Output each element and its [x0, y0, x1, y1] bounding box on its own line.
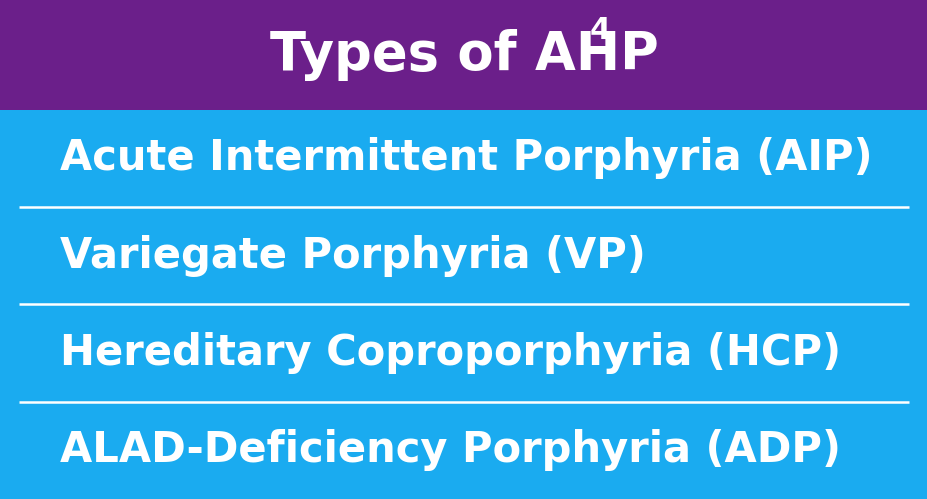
Text: Hereditary Coproporphyria (HCP): Hereditary Coproporphyria (HCP) [60, 332, 841, 374]
Text: ALAD-Deficiency Porphyria (ADP): ALAD-Deficiency Porphyria (ADP) [60, 429, 841, 472]
Text: 4: 4 [589, 16, 610, 45]
Bar [0, 0, 927, 110]
Text: Types of AHP: Types of AHP [270, 29, 657, 81]
Text: Acute Intermittent Porphyria (AIP): Acute Intermittent Porphyria (AIP) [60, 137, 872, 180]
Text: Variegate Porphyria (VP): Variegate Porphyria (VP) [60, 235, 645, 277]
